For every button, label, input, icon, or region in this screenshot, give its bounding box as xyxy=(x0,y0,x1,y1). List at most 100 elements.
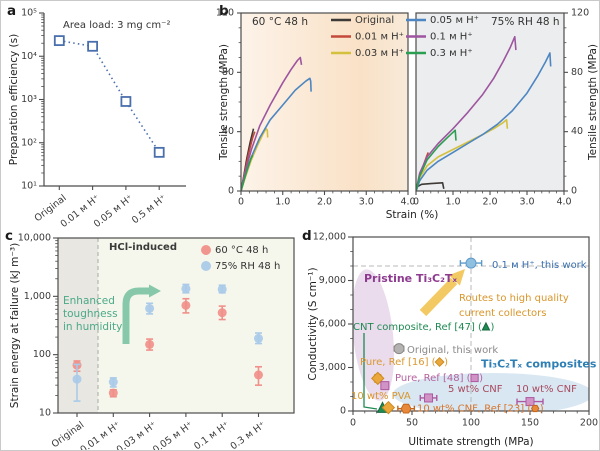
y-tick-label: 40 xyxy=(222,126,234,137)
x-tick-label: 2.0 xyxy=(317,197,332,208)
x-tick-label: 3.0 xyxy=(359,197,374,208)
data-point xyxy=(108,377,118,387)
x-tick-label: 0.5 ᴍ H⁺ xyxy=(130,193,169,227)
data-point xyxy=(145,303,155,313)
original-region-bg xyxy=(58,238,98,413)
y-tick-label: 0 xyxy=(228,186,234,197)
curves-group xyxy=(416,35,552,191)
data-point xyxy=(217,308,227,318)
x-tick-label: 1.0 xyxy=(445,197,460,208)
panel-d-chart: 0 50 100 150 200 0 3,000 6,000 9,000 12,000 Conduc… xyxy=(307,232,598,449)
point-label-symbol xyxy=(434,356,445,368)
curve-0.3 ᴍ H⁺ xyxy=(241,155,254,191)
point-label-this-work-01MH: 0.1 ᴍ H⁺, this work xyxy=(492,260,587,271)
x-tick-label: 0 xyxy=(413,197,419,208)
y-tick-label: 12,000 xyxy=(313,232,346,243)
panel-label-d: d xyxy=(302,228,312,244)
data-point-cnf10-ref23 xyxy=(400,403,412,414)
pristine-group-label: Pristine Ti₃C₂Tₓ xyxy=(364,272,457,285)
data-point xyxy=(108,388,118,398)
x-tick-label: 0 xyxy=(238,197,244,208)
x-tick-label: 3.0 xyxy=(519,197,534,208)
y-tick-label: 80 xyxy=(222,67,234,78)
panel-label-c: c xyxy=(5,228,14,244)
composites-group-label: Ti₃C₂Tₓ composites xyxy=(481,358,597,371)
y-tick-label: 10³ xyxy=(21,94,37,105)
legend-label: 0.1 ᴍ H⁺ xyxy=(430,32,473,43)
y-tick-label: 120 xyxy=(216,8,234,19)
y-axis-label: Preparation efficiency (s) xyxy=(8,34,20,165)
hcl-induced-label: HCl-induced xyxy=(109,242,177,253)
y-axis-label: Conductivity (S cm⁻¹) xyxy=(307,267,319,380)
panel-label-a: a xyxy=(7,3,17,19)
data-point xyxy=(87,40,98,52)
curve-0.1 ᴍ H⁺ xyxy=(241,56,303,191)
y-tick-label: 0 xyxy=(571,186,577,197)
legend-label: 0.01 ᴍ H⁺ xyxy=(355,32,404,43)
x-tick-label: 2.0 xyxy=(482,197,497,208)
subplot-title-heat: 60 °C 48 h xyxy=(252,16,308,28)
curves-group xyxy=(241,56,312,191)
y-tick-label: 10 xyxy=(39,408,51,419)
y-tick-label: 40 xyxy=(571,126,583,137)
legend-label: 75% RH 48 h xyxy=(215,261,280,272)
routes-arrow xyxy=(419,277,458,317)
y-tick-label: 0 xyxy=(340,406,346,417)
data-point xyxy=(254,333,263,343)
point-label-cnt-composite: CNT composite, Ref [47] ( xyxy=(353,322,482,333)
data-point xyxy=(181,300,191,310)
cnt-leader-line xyxy=(363,333,378,410)
data-point xyxy=(53,35,65,47)
x-tick-label: 50 xyxy=(406,418,418,429)
highlight-text-line: in humidity xyxy=(63,321,122,333)
highlight-text-line: toughness xyxy=(63,308,118,320)
legend-swatch xyxy=(201,245,211,255)
data-point xyxy=(145,339,155,349)
point-label-paren: ) xyxy=(479,373,483,384)
y-tick-label: 1,000 xyxy=(24,291,51,302)
x-tick-label: 0.1 ᴍ H⁺ xyxy=(192,420,231,451)
y-tick-label: 10⁵ xyxy=(21,8,37,19)
curve-0.03 ᴍ H⁺ xyxy=(416,119,509,191)
area-load-annotation: Area load: 3 mg cm⁻² xyxy=(63,20,170,31)
pristine-ellipse xyxy=(353,269,395,401)
x-tick-label: 4.0 xyxy=(400,197,415,208)
y-axis-label-left: Tensile strength (MPa) xyxy=(218,44,230,161)
subplot-title-humidity: 75% RH 48 h xyxy=(491,16,560,28)
curve-0.1 ᴍ H⁺ xyxy=(416,35,517,191)
data-point xyxy=(254,370,263,380)
point-label-paren: ) xyxy=(490,322,494,333)
x-axis-label: Strain (%) xyxy=(386,209,439,221)
enhancement-arrow xyxy=(122,287,149,344)
legend-swatch xyxy=(201,261,211,271)
highlight-text-line: Enhanced xyxy=(63,295,115,307)
data-point xyxy=(217,284,227,294)
point-label-symbol xyxy=(470,373,479,383)
y-tick-label: 10¹ xyxy=(21,181,37,192)
y-tick-label: 100 xyxy=(33,349,51,360)
point-label-symbol xyxy=(531,404,540,413)
y-tick-label: 9,000 xyxy=(319,275,346,286)
data-point-cnf5 xyxy=(424,393,434,403)
enhancement-arrow-head xyxy=(149,284,161,298)
subplot-bg-heat xyxy=(241,13,408,191)
routes-arrow-head xyxy=(448,269,465,286)
data-point-original-this-work xyxy=(393,343,405,355)
y-tick-label: 6,000 xyxy=(319,319,346,330)
point-label-pva10: 10 wt% PVA xyxy=(351,391,411,402)
x-tick-label: 200 xyxy=(580,418,598,429)
x-axis-label: Ultimate strength (MPa) xyxy=(408,436,533,448)
data-point xyxy=(120,96,132,107)
x-tick-label: 0.3 ᴍ H⁺ xyxy=(229,420,268,451)
legend-label: Original xyxy=(355,15,394,26)
point-label-cnf5: 5 wt% CNF xyxy=(448,384,503,395)
y-axis-label-right: Tensile strength (MPa) xyxy=(587,44,599,161)
y-tick-label: 3,000 xyxy=(319,362,346,373)
data-point xyxy=(72,374,82,384)
routes-caption-line: Routes to high quality xyxy=(459,293,569,304)
plot-frame xyxy=(57,237,295,414)
